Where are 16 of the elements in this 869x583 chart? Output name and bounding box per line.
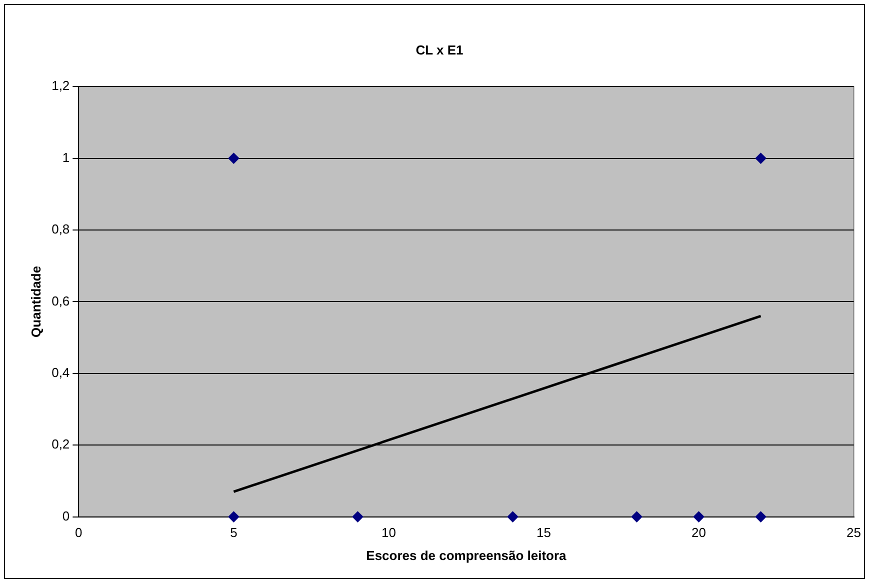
x-tick-label: 10	[381, 525, 396, 540]
y-tick-label: 1,2	[52, 78, 70, 94]
y-tick-label: 1	[62, 150, 70, 165]
y-tick-label: 0,2	[52, 436, 70, 452]
x-tick-label: 20	[692, 525, 706, 540]
y-tick-label: 0,6	[52, 293, 70, 308]
x-axis-title: Escores de compreensão leitora	[366, 548, 568, 563]
y-tick-label: 0,4	[52, 364, 70, 380]
x-tick-label: 25	[846, 525, 862, 540]
chart-title: CL x E1	[416, 42, 464, 58]
x-tick-label: 5	[230, 525, 238, 540]
x-tick-label: 0	[75, 525, 82, 540]
x-tick-label: 15	[536, 525, 551, 540]
y-axis-title: Quantidade	[28, 266, 44, 338]
y-tick-label: 0,8	[52, 222, 70, 237]
y-tick-label: 0	[62, 508, 70, 524]
